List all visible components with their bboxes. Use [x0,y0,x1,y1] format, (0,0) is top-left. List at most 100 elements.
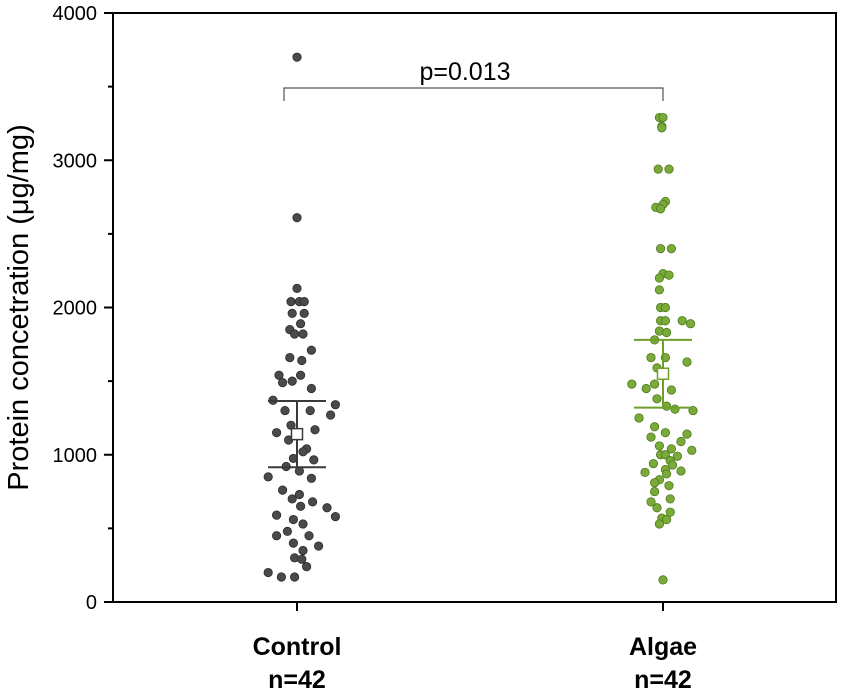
data-point [299,308,309,318]
data-point [653,164,663,174]
data-point [282,526,292,536]
data-point [652,394,662,404]
data-point [295,319,306,329]
data-point [627,379,637,389]
y-tick-label: 2000 [53,298,98,320]
data-point [649,486,660,497]
data-point [298,329,308,339]
data-point [682,357,692,367]
data-point [649,379,660,389]
data-point [277,485,288,495]
data-point [298,447,308,457]
data-point [655,204,666,214]
data-point [655,244,666,254]
data-point [287,494,297,504]
data-point [271,428,282,438]
data-point [295,370,306,380]
marks [263,52,698,585]
data-point [682,429,692,439]
data-point [648,458,659,469]
y-tick-label: 3000 [53,150,98,172]
y-tick-label: 0 [86,592,97,614]
mean-marker [656,367,670,381]
data-point [287,376,297,386]
data-point [288,538,298,548]
x-category-label: Algae [629,633,697,661]
data-point [330,511,340,522]
axes [104,12,837,611]
data-point [286,297,296,307]
data-point [295,501,306,511]
data-point [299,297,309,307]
y-axis-label: Protein concetration (μg/mg) [3,124,35,490]
data-point [304,531,314,541]
data-point [670,404,680,414]
data-point [658,575,668,585]
data-point [301,562,312,572]
data-point [664,481,674,491]
data-point [263,567,273,578]
data-point [325,410,336,420]
data-point [676,436,686,447]
data-point [646,432,656,442]
data-point [660,428,671,438]
data-point [660,302,671,313]
data-point [646,497,656,507]
mean-marker [290,427,304,441]
data-point [298,519,308,529]
data-point [665,494,675,504]
data-point [640,467,650,478]
data-point [277,377,288,388]
data-point [661,469,672,479]
data-point [685,319,696,329]
data-point [654,519,665,529]
data-point [672,451,683,461]
data-point [661,514,672,525]
data-point [665,507,675,517]
data-point [271,510,282,520]
data-point [292,52,302,62]
data-point [307,497,318,507]
y-tick-label: 1000 [53,445,98,467]
data-point [306,383,316,394]
data-point [289,572,300,582]
data-point [649,478,660,488]
data-point [280,405,290,416]
data-point [658,112,668,123]
data-point [330,400,340,410]
data-point [666,444,677,454]
data-point [289,329,300,339]
data-point [676,466,686,476]
data-point [654,273,665,283]
data-point [294,489,304,500]
x-n-label: n=42 [634,666,692,693]
data-point [641,383,651,394]
data-point [313,541,324,551]
significance-bracket [283,87,664,101]
plot-frame [112,12,837,603]
data-point [297,554,307,564]
data-point [666,385,677,395]
y-tick-label: 4000 [53,3,98,25]
data-point [297,355,307,366]
data-point [309,455,319,465]
data-point [654,285,665,295]
x-n-label: n=42 [268,666,326,693]
data-point [322,503,332,513]
data-point [285,352,295,363]
data-point [677,316,687,326]
data-point [306,345,316,355]
x-category-label: Control [253,633,342,661]
data-point [274,370,284,380]
data-point [646,352,656,363]
data-point [310,425,320,435]
data-point [664,164,674,174]
data-point [305,405,315,416]
data-point [667,460,678,470]
data-point [292,283,302,293]
data-point [288,514,298,525]
data-point [652,503,662,513]
data-point [271,531,282,541]
data-point [666,244,677,254]
